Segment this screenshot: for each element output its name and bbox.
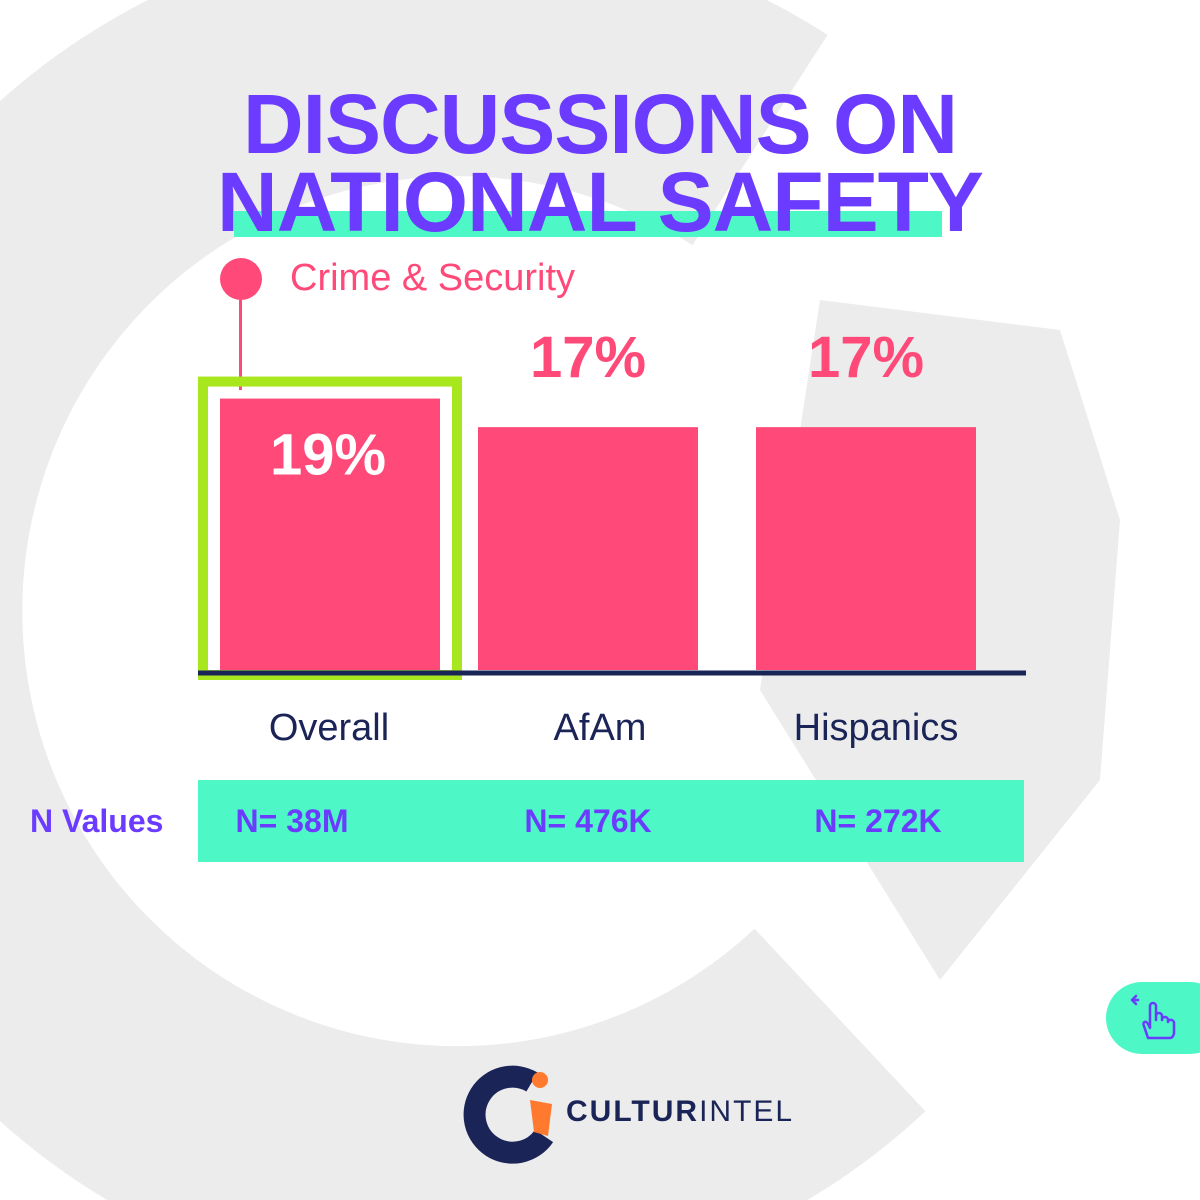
legend-leader-line xyxy=(239,298,242,390)
brand-name-bold: CULTUR xyxy=(566,1095,700,1128)
swipe-button[interactable] xyxy=(1106,982,1200,1054)
data-label-hispanics: 17% xyxy=(808,325,924,390)
swipe-hand-icon xyxy=(1130,994,1176,1040)
legend-label: Crime & Security xyxy=(290,257,576,299)
bar-hispanics xyxy=(756,427,976,670)
data-label-overall: 19% xyxy=(270,423,386,488)
n-value-overall: N= 38M xyxy=(235,803,349,839)
n-values-band xyxy=(198,780,1024,862)
x-tick-afam: AfAm xyxy=(554,707,647,749)
culturintel-logo-icon xyxy=(463,1065,554,1164)
title-underline xyxy=(234,211,942,237)
data-label-afam: 17% xyxy=(530,325,646,390)
legend-marker xyxy=(220,258,262,300)
x-tick-overall: Overall xyxy=(269,707,389,749)
page-title-line-1: DISCUSSIONS ON xyxy=(242,77,958,171)
n-value-afam: N= 476K xyxy=(524,803,652,839)
bar-overall xyxy=(220,398,440,670)
page-title-line-2: NATIONAL SAFETY xyxy=(217,155,984,249)
x-tick-hispanics: Hispanics xyxy=(794,707,959,749)
brand-name-light: INTEL xyxy=(699,1095,795,1128)
bar-afam xyxy=(478,427,698,670)
brand-name: CULTURINTEL xyxy=(566,1094,794,1130)
n-value-hispanics: N= 272K xyxy=(814,803,942,839)
n-values-label: N Values xyxy=(30,803,164,839)
